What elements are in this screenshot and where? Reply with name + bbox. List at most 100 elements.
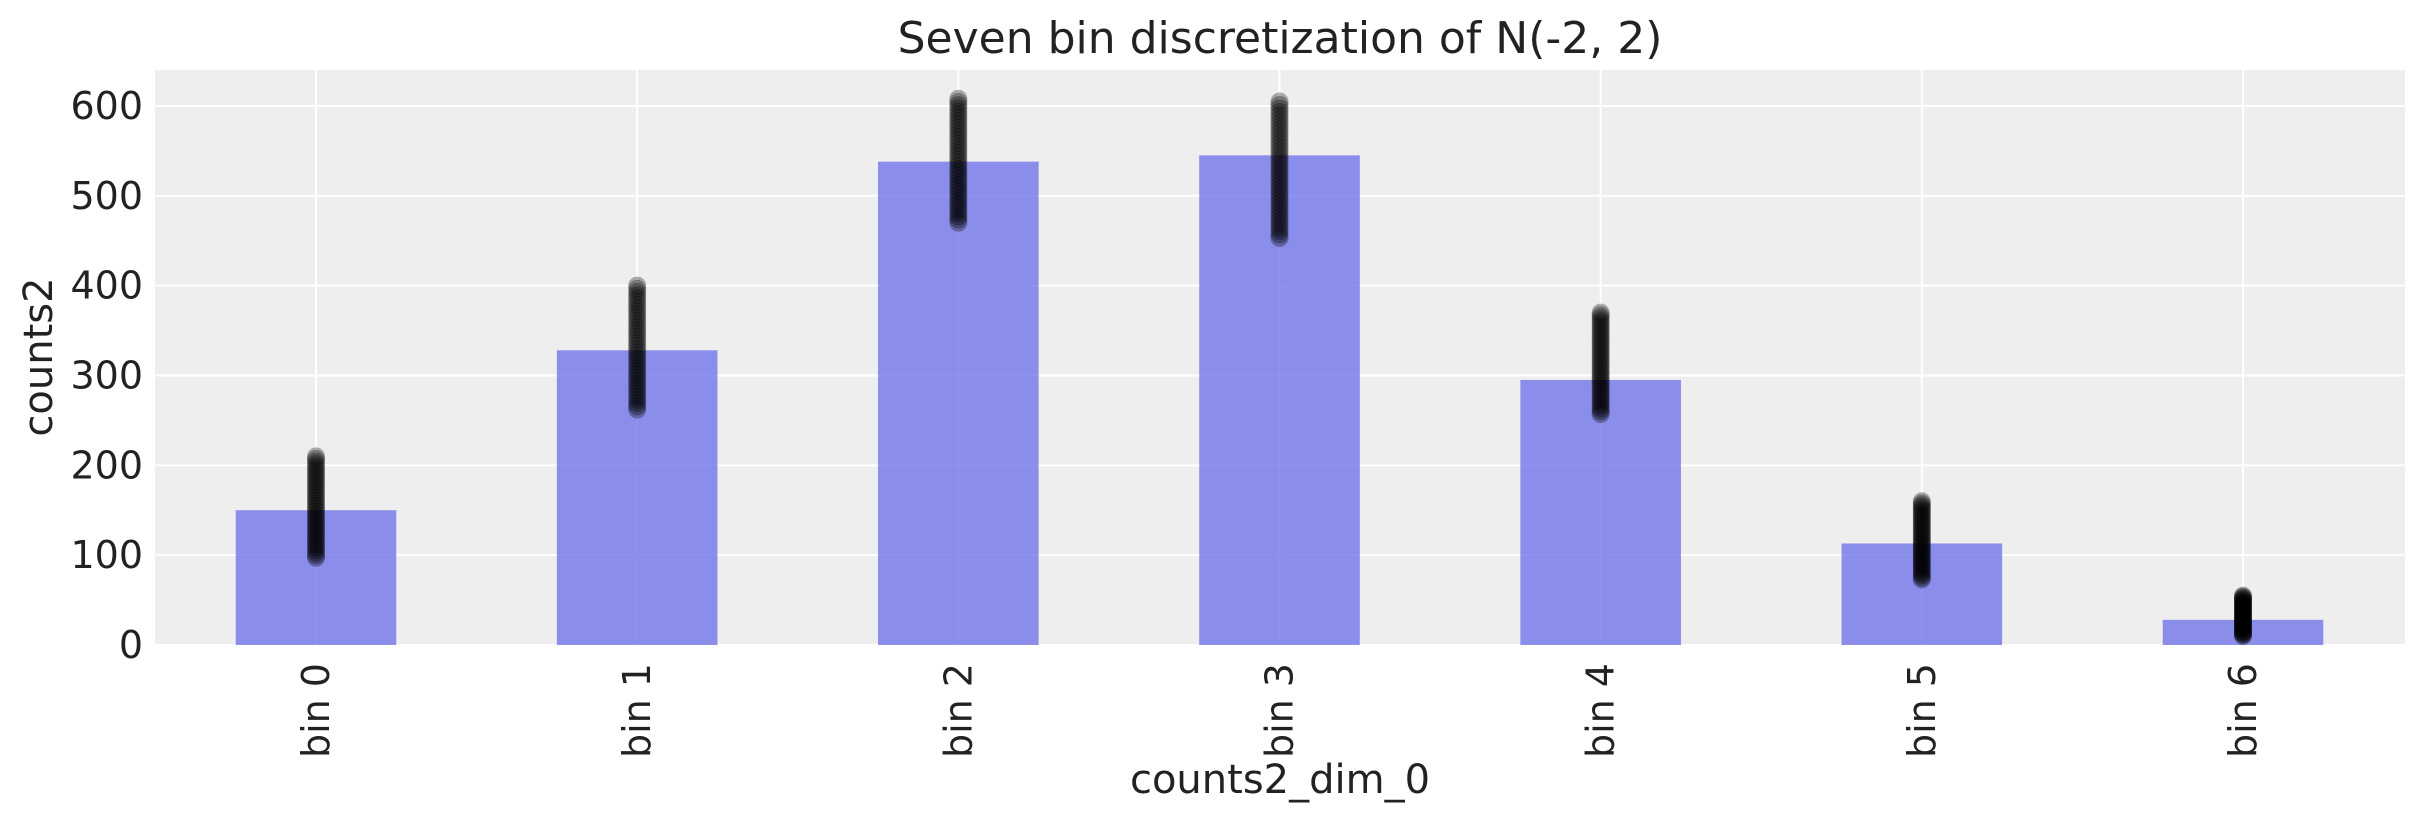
scatter-point [307, 499, 325, 518]
scatter-point [1591, 360, 1610, 379]
scatter-point [1270, 183, 1289, 202]
scatter-point [1270, 123, 1289, 142]
scatter-point [949, 159, 968, 178]
scatter-point [1912, 510, 1931, 529]
scatter-point [1591, 327, 1610, 346]
scatter-point [1912, 522, 1931, 541]
x-tick-label: bin 4 [1579, 663, 1623, 758]
scatter-point [2234, 611, 2252, 630]
scatter-point [949, 134, 968, 153]
x-tick-label: bin 0 [294, 663, 338, 758]
bar-bin-0 [235, 510, 397, 645]
scatter-point [307, 528, 325, 547]
scatter-point [949, 150, 968, 169]
scatter-point [1270, 144, 1289, 163]
scatter-point [628, 391, 647, 410]
scatter-point [1591, 381, 1610, 400]
scatter-point [1270, 229, 1289, 248]
scatter-point [1912, 496, 1931, 515]
scatter-point [2234, 594, 2252, 613]
x-tick-label: bin 2 [936, 663, 980, 758]
scatter-point [307, 530, 325, 549]
scatter-point [1270, 207, 1289, 226]
scatter-point [949, 166, 968, 185]
scatter-point [307, 468, 325, 487]
scatter-point [628, 352, 647, 371]
scatter-point [2234, 622, 2252, 641]
scatter-point [1912, 536, 1931, 555]
scatter-point [307, 509, 325, 528]
scatter-point [1912, 542, 1931, 561]
scatter-point [1591, 350, 1610, 369]
scatter-point [1912, 562, 1931, 581]
scatter-point [1270, 169, 1289, 188]
scatter-point [949, 188, 968, 207]
y-axis-ticks: 0 100 200 300 400 500 600 [70, 84, 143, 667]
scatter-point [949, 96, 968, 115]
scatter-point [1591, 368, 1610, 387]
scatter-point [949, 194, 968, 213]
scatter-point [628, 349, 647, 368]
scatter-point [2234, 617, 2252, 636]
scatter-point [307, 494, 325, 513]
scatter-point [949, 102, 968, 121]
scatter-point [1270, 109, 1289, 128]
scatter-point [949, 156, 968, 175]
scatter-point [628, 305, 647, 324]
scatter-point [1912, 494, 1931, 513]
y-tick-label: 400 [70, 264, 143, 308]
scatter-point [1591, 313, 1610, 332]
scatter-point [1912, 550, 1931, 569]
scatter-point [307, 483, 325, 502]
scatter-point [1270, 95, 1289, 114]
x-tick-label: bin 5 [1900, 663, 1944, 758]
scatter-point [628, 356, 647, 375]
scatter-point [1591, 347, 1610, 366]
scatter-point [1591, 332, 1610, 351]
scatter-point [1270, 113, 1289, 132]
scatter-point [949, 181, 968, 200]
scatter-point [1270, 99, 1289, 118]
scatter-point [2234, 608, 2252, 627]
bar-bin-5 [1841, 543, 2003, 645]
scatter-point [307, 475, 325, 494]
scatter-point [307, 525, 325, 544]
scatter-point [307, 460, 325, 479]
scatter-point [628, 317, 647, 336]
scatter-point [1270, 155, 1289, 174]
scatter-point [1591, 303, 1610, 322]
scatter-point [1912, 492, 1931, 511]
scatter-point [628, 365, 647, 384]
scatter-point [2234, 593, 2252, 612]
scatter-point [949, 121, 968, 140]
scatter-point [1591, 329, 1610, 348]
scatter-point [949, 169, 968, 188]
scatter-point [1270, 162, 1289, 181]
scatter-point [1912, 540, 1931, 559]
scatter-point [949, 197, 968, 216]
scatter-point [628, 343, 647, 362]
scatter-point [307, 541, 325, 560]
scatter-point [307, 512, 325, 531]
x-axis-label: counts2_dim_0 [1130, 757, 1430, 803]
scatter-point [1270, 204, 1289, 223]
scatter-point [307, 455, 325, 474]
scatter-point [628, 368, 647, 387]
scatter-point [307, 504, 325, 523]
scatter-point [949, 185, 968, 204]
scatter-point [1912, 538, 1931, 557]
scatter-point [949, 207, 968, 226]
scatter-point [1912, 520, 1931, 539]
scatter-point [628, 337, 647, 356]
scatter-point [1270, 200, 1289, 219]
scatter-point [949, 124, 968, 143]
scatter-point [1912, 558, 1931, 577]
scatter-point [949, 146, 968, 165]
scatter-point [628, 371, 647, 390]
scatter-point [1270, 134, 1289, 153]
scatter-point [1912, 504, 1931, 523]
scatter-point [1912, 528, 1931, 547]
scatter-point [949, 140, 968, 159]
scatter-point [1591, 397, 1610, 416]
scatter-point [949, 213, 968, 232]
